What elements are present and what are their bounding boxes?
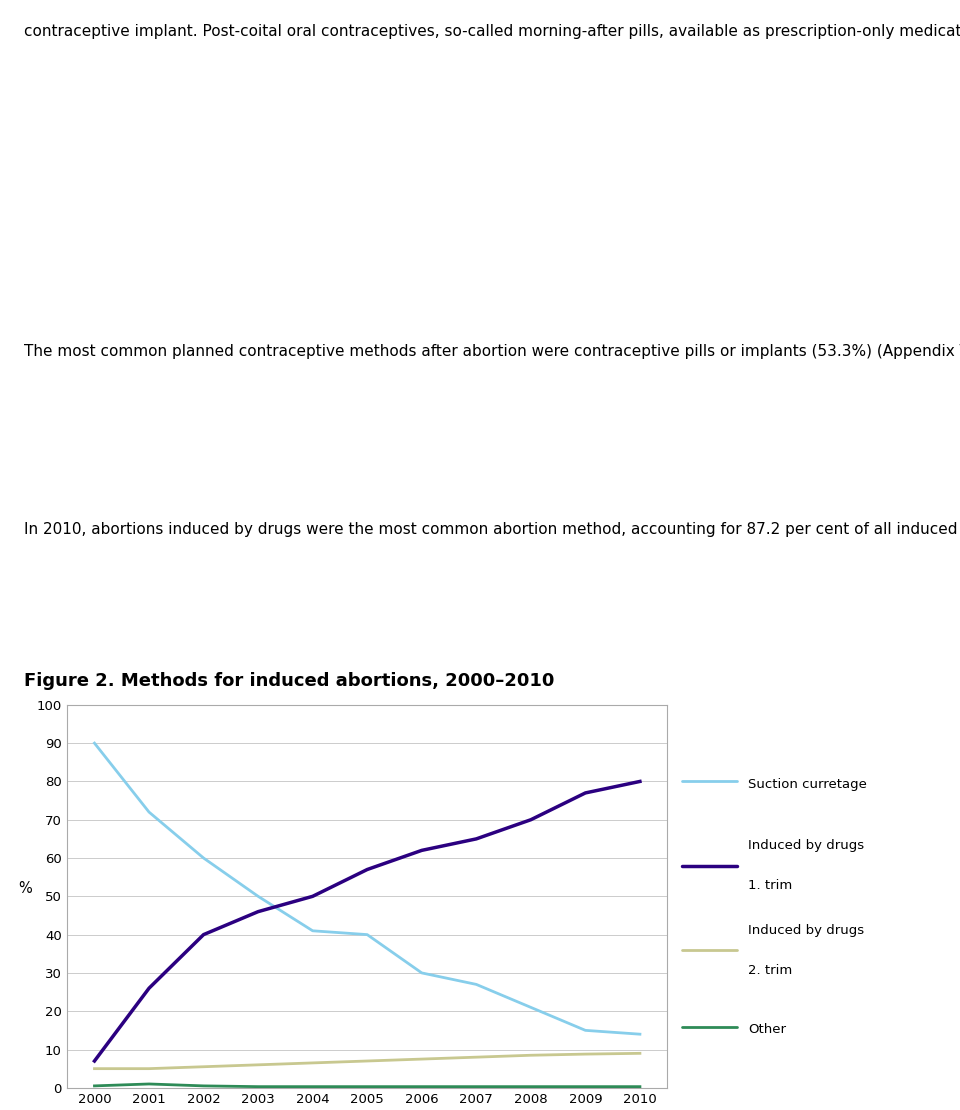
Text: Figure 2. Methods for induced abortions, 2000–2010: Figure 2. Methods for induced abortions,… [24, 672, 554, 689]
Text: Induced by drugs: Induced by drugs [748, 924, 864, 937]
Text: 2. trim: 2. trim [748, 963, 792, 977]
Text: 1. trim: 1. trim [748, 879, 792, 892]
Text: Induced by drugs: Induced by drugs [748, 839, 864, 852]
Y-axis label: %: % [18, 881, 32, 897]
Text: In 2010, abortions induced by drugs were the most common abortion method, accoun: In 2010, abortions induced by drugs were… [24, 522, 960, 537]
Text: The most common planned contraceptive methods after abortion were contraceptive : The most common planned contraceptive me… [24, 344, 960, 360]
Text: Other: Other [748, 1023, 786, 1036]
Text: contraceptive implant. Post-coital oral contraceptives, so-called morning-after : contraceptive implant. Post-coital oral … [24, 24, 960, 40]
Text: Suction curretage: Suction curretage [748, 778, 867, 791]
